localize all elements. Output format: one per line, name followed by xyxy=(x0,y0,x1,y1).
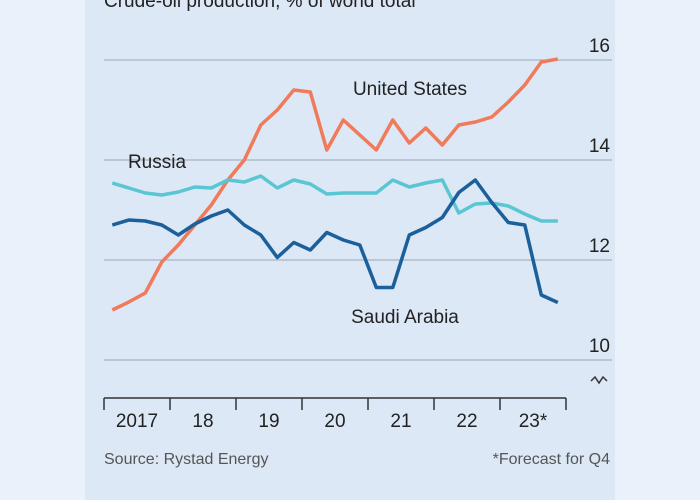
series-line xyxy=(111,57,559,312)
x-tick-label: 18 xyxy=(192,411,213,432)
x-tick-label: 19 xyxy=(258,411,279,432)
x-tick-label: 20 xyxy=(324,411,345,432)
series-label: Russia xyxy=(128,152,187,173)
x-tick-label: 23* xyxy=(519,411,548,432)
x-tick-label: 21 xyxy=(390,411,411,432)
series-line xyxy=(111,178,559,305)
source: Source: Rystad Energy xyxy=(104,451,269,468)
x-tick-label: 22 xyxy=(456,411,477,432)
y-tick-label: 16 xyxy=(589,36,610,57)
axis-break xyxy=(590,375,608,385)
y-tick-label: 12 xyxy=(589,236,610,257)
x-tick-label: 2017 xyxy=(116,411,158,432)
series-line xyxy=(111,174,558,223)
y-tick-label: 14 xyxy=(589,136,611,157)
chart-title: Crude-oil production, % of world total xyxy=(104,0,416,12)
note: *Forecast for Q4 xyxy=(493,451,610,468)
series-label: United States xyxy=(353,79,467,100)
series-label: Saudi Arabia xyxy=(351,307,459,328)
y-tick-label: 10 xyxy=(589,336,610,357)
